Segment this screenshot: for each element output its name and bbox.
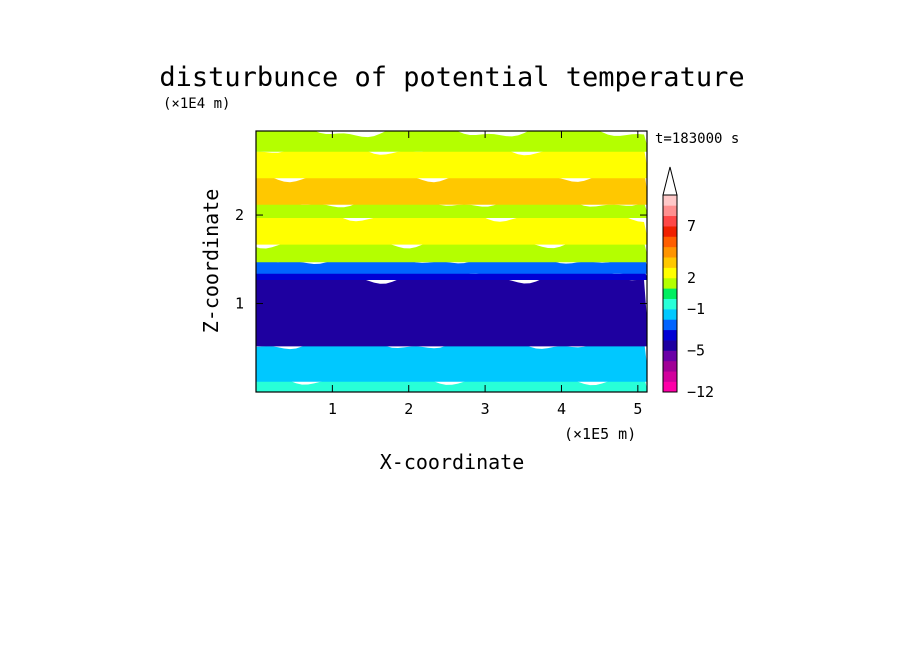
chart-title: disturbunce of potential temperature [159,62,744,93]
colorbar-swatch [663,267,677,279]
colorbar-swatch [663,371,677,382]
colorbar-swatch [663,298,677,310]
y-axis: 12 [235,206,647,313]
colorbar-tick-label: 2 [687,269,696,287]
x-tick-label: 2 [404,400,413,418]
colorbar-swatch [663,195,677,206]
field-layer [256,372,647,392]
y-axis-label: Z-coordinate [199,189,223,334]
x-axis: 1 2 3 4 5 [328,131,642,418]
colorbar-swatch [663,288,677,299]
y-tick-label: 2 [235,206,244,224]
time-label: t=183000 s [655,131,739,147]
plot-frame [255,130,648,393]
field-layer [256,131,647,152]
field-layer [256,337,647,382]
x-tick-label: 1 [328,400,337,418]
colorbar-tick-label: −12 [687,383,714,401]
colorbar-swatch [663,329,677,341]
colorbar-swatch [663,236,677,248]
field-layer [256,270,647,347]
colorbar-tick-label: −1 [687,300,705,318]
colorbar-tick-label: −5 [687,342,705,360]
colorbar-swatch [663,340,677,351]
colorbar-swatch [663,381,677,393]
colorbar-swatch [663,257,677,268]
x-tick-label: 3 [481,400,490,418]
colorbar-swatch [663,319,677,331]
x-unit-label: (×1E5 m) [564,425,636,443]
colorbar-swatch [663,246,677,258]
x-tick-label: 4 [557,400,566,418]
x-tick-label: 5 [633,400,642,418]
y-unit-label: (×1E4 m) [163,96,230,112]
colorbar-swatch [663,350,677,362]
plot-field [256,131,647,392]
x-axis-label: X-coordinate [380,450,525,474]
colorbar: −12−5−127 [662,166,714,401]
colorbar-swatch [663,360,677,372]
colorbar-swatch [663,309,677,320]
colorbar-swatch [663,226,677,237]
colorbar-extend-arrow [662,166,678,196]
colorbar-swatch [663,215,677,227]
colorbar-tick-label: 7 [687,217,696,235]
colorbar-swatch [663,205,677,217]
y-tick-label: 1 [235,295,244,313]
colorbar-swatch [663,277,677,289]
